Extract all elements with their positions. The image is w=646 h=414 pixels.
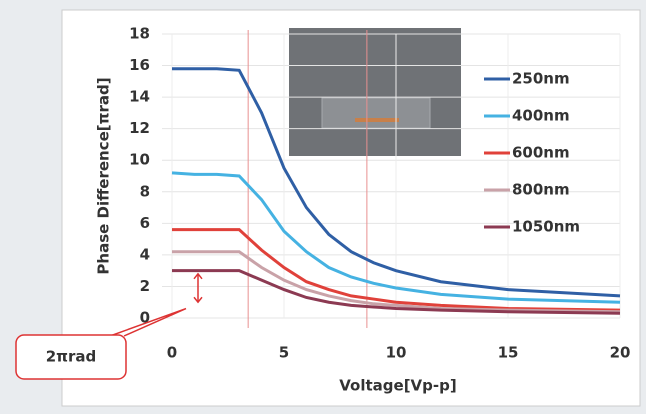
y-tick-label: 6 — [140, 214, 150, 232]
y-tick-label: 12 — [129, 119, 150, 137]
y-tick-label: 10 — [129, 151, 150, 169]
y-tick-label: 2 — [140, 277, 150, 295]
annotation-text: 2πrad — [46, 348, 97, 366]
chart: Voltage[Vp-p] Phase Difference[πrad] 0 2 4… — [0, 0, 646, 414]
x-axis-label: Voltage[Vp-p] — [339, 377, 456, 395]
x-tick-label: 10 — [386, 344, 407, 362]
y-tick-label: 4 — [140, 245, 150, 263]
y-tick-label: 16 — [129, 56, 150, 74]
legend-label: 800nm — [512, 181, 570, 199]
legend-label: 600nm — [512, 144, 570, 162]
legend-label: 1050nm — [512, 218, 580, 236]
x-tick-label: 20 — [610, 344, 631, 362]
y-axis-label: Phase Difference[πrad] — [95, 77, 113, 274]
legend-label: 400nm — [512, 107, 570, 125]
y-tick-label: 14 — [129, 88, 150, 106]
inset-device — [322, 98, 430, 128]
inset-electrode — [355, 118, 399, 122]
x-tick-label: 0 — [167, 344, 177, 362]
x-tick-label: 15 — [498, 344, 519, 362]
y-tick-label: 8 — [140, 182, 150, 200]
x-tick-label: 5 — [279, 344, 289, 362]
y-tick-label: 18 — [129, 25, 150, 43]
page: Voltage[Vp-p] Phase Difference[πrad] 0 2 4… — [0, 0, 646, 414]
legend-label: 250nm — [512, 70, 570, 88]
inset-photo — [289, 28, 461, 156]
